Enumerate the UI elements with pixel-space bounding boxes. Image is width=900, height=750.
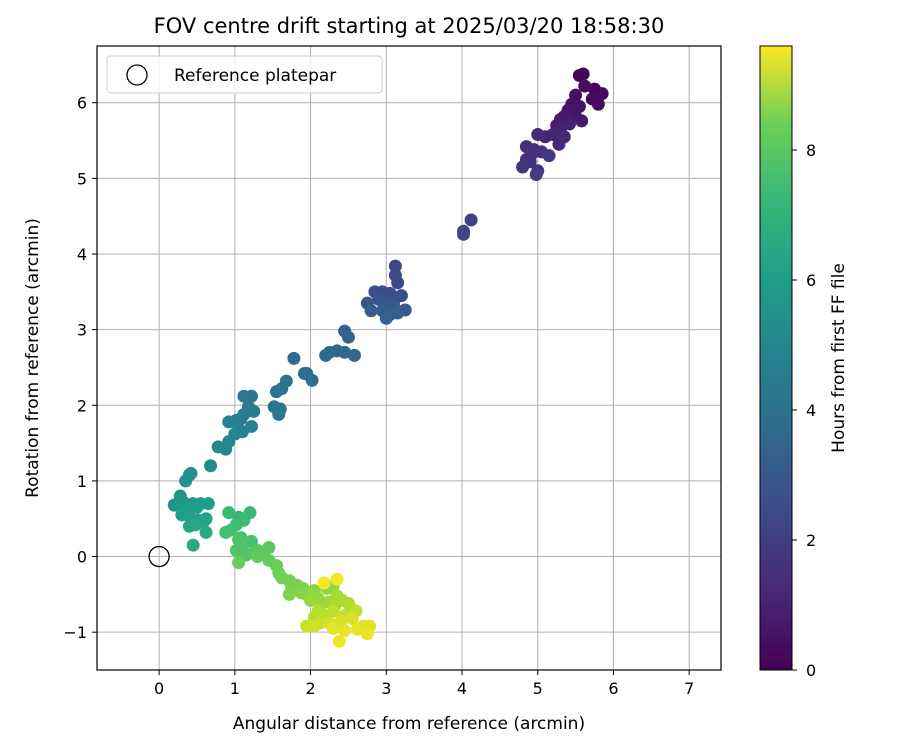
data-point [351, 622, 365, 636]
y-tick-label: 0 [77, 548, 87, 567]
data-point [304, 593, 318, 607]
data-points [167, 67, 609, 648]
y-tick-label: 2 [77, 396, 87, 415]
x-tick-label: 4 [457, 679, 467, 698]
data-point [542, 149, 556, 163]
colorbar-tick-label: 8 [806, 141, 816, 160]
data-point [269, 385, 283, 399]
data-point [578, 79, 592, 93]
data-point [457, 227, 471, 241]
data-point [199, 525, 213, 539]
data-point [391, 306, 405, 320]
data-point [188, 518, 202, 532]
data-point [219, 442, 233, 456]
data-point [317, 576, 331, 590]
data-point [338, 624, 352, 638]
data-point [379, 311, 393, 325]
legend-box [106, 55, 383, 94]
data-point [232, 556, 246, 570]
colorbar-gradient [759, 45, 793, 671]
colorbar-ticks: 0 2 4 6 8 [792, 141, 816, 680]
y-axis-label: Rotation from reference (arcmin) [23, 218, 43, 498]
plot-frame [96, 45, 722, 671]
legend-reference-marker [126, 64, 148, 86]
reference-platepar-marker [148, 545, 170, 568]
x-tick-label: 3 [381, 679, 391, 698]
x-tick-label: 0 [154, 679, 164, 698]
y-tick-label: −1 [63, 623, 87, 642]
x-tick-label: 2 [305, 679, 315, 698]
data-point [364, 304, 378, 318]
grid [97, 46, 721, 670]
y-axis-ticks: −1 0 1 2 3 4 5 6 [63, 94, 97, 642]
colorbar: 0 2 4 6 8 Hours from first FF file [759, 45, 849, 680]
data-point [219, 525, 233, 539]
x-axis-label: Angular distance from reference (arcmin) [233, 714, 585, 734]
data-point [204, 459, 218, 473]
data-point [201, 497, 215, 511]
data-point [529, 168, 543, 182]
legend-entry-reference: Reference platepar [174, 66, 336, 86]
data-point [222, 506, 236, 520]
x-tick-label: 5 [533, 679, 543, 698]
data-point [531, 127, 545, 141]
data-point [347, 348, 361, 362]
data-point [330, 572, 344, 586]
data-point [464, 213, 478, 227]
data-point [341, 330, 355, 344]
x-tick-label: 7 [684, 679, 694, 698]
data-point [516, 160, 530, 174]
data-point [186, 538, 200, 552]
x-tick-label: 1 [230, 679, 240, 698]
data-point [319, 348, 333, 362]
colorbar-label: Hours from first FF file [829, 263, 849, 453]
data-point [222, 415, 236, 429]
data-point [332, 634, 346, 648]
data-point [272, 407, 286, 421]
data-point [326, 621, 340, 635]
data-point [326, 604, 340, 618]
data-point [552, 137, 566, 151]
data-point [307, 619, 321, 633]
colorbar-tick-label: 6 [806, 271, 816, 290]
data-point [179, 474, 193, 488]
data-point [591, 97, 605, 111]
y-tick-label: 1 [77, 472, 87, 491]
data-point [287, 351, 301, 365]
data-point [388, 259, 402, 273]
data-point [282, 587, 296, 601]
data-point [345, 612, 359, 626]
data-point [563, 117, 577, 131]
y-tick-label: 3 [77, 321, 87, 340]
chart-title: FOV centre drift starting at 2025/03/20 … [154, 14, 665, 38]
data-point [575, 114, 589, 128]
colorbar-tick-label: 2 [806, 531, 816, 550]
reference-point [148, 545, 170, 568]
colorbar-tick-label: 0 [806, 661, 816, 680]
x-axis-ticks: 0 1 2 3 4 5 6 7 [154, 670, 694, 698]
data-point [251, 550, 265, 564]
y-tick-label: 5 [77, 169, 87, 188]
data-point [229, 543, 243, 557]
x-tick-label: 6 [608, 679, 618, 698]
data-point [576, 67, 590, 81]
data-point [237, 389, 251, 403]
data-point [572, 100, 586, 114]
y-tick-label: 4 [77, 245, 87, 264]
data-point [338, 345, 352, 359]
data-point [360, 627, 374, 641]
data-point [305, 373, 319, 387]
y-tick-label: 6 [77, 94, 87, 113]
data-point [595, 87, 609, 101]
data-point [391, 276, 405, 290]
data-point [247, 404, 261, 418]
colorbar-tick-label: 4 [806, 401, 816, 420]
legend: Reference platepar [106, 55, 383, 94]
